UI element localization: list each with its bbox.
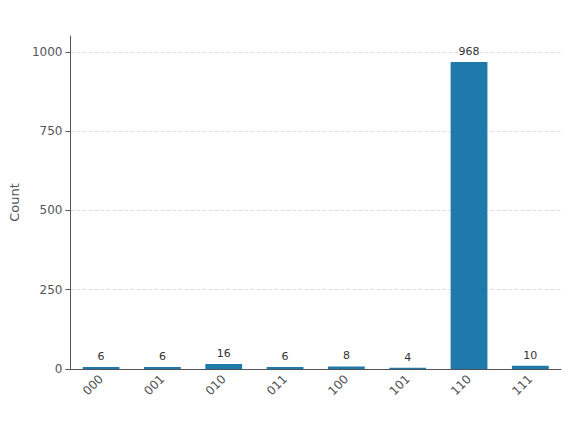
svg-text:000: 000	[80, 372, 106, 398]
svg-text:500: 500	[40, 203, 63, 217]
svg-text:8: 8	[343, 349, 350, 362]
svg-text:110: 110	[448, 372, 474, 398]
svg-text:6: 6	[159, 350, 166, 363]
svg-text:16: 16	[217, 347, 231, 360]
svg-text:1000: 1000	[32, 45, 63, 59]
svg-text:111: 111	[509, 372, 535, 398]
svg-text:100: 100	[325, 372, 351, 398]
svg-text:Count: Count	[7, 183, 22, 222]
svg-text:10: 10	[523, 349, 537, 362]
svg-text:750: 750	[40, 124, 63, 138]
svg-text:010: 010	[203, 372, 229, 398]
svg-text:001: 001	[141, 372, 167, 398]
svg-text:968: 968	[459, 45, 480, 58]
svg-text:250: 250	[40, 283, 63, 297]
svg-text:6: 6	[98, 350, 105, 363]
svg-text:4: 4	[404, 351, 411, 364]
svg-text:6: 6	[282, 350, 289, 363]
svg-text:011: 011	[264, 372, 290, 398]
svg-text:0: 0	[55, 362, 63, 376]
svg-text:101: 101	[387, 372, 413, 398]
